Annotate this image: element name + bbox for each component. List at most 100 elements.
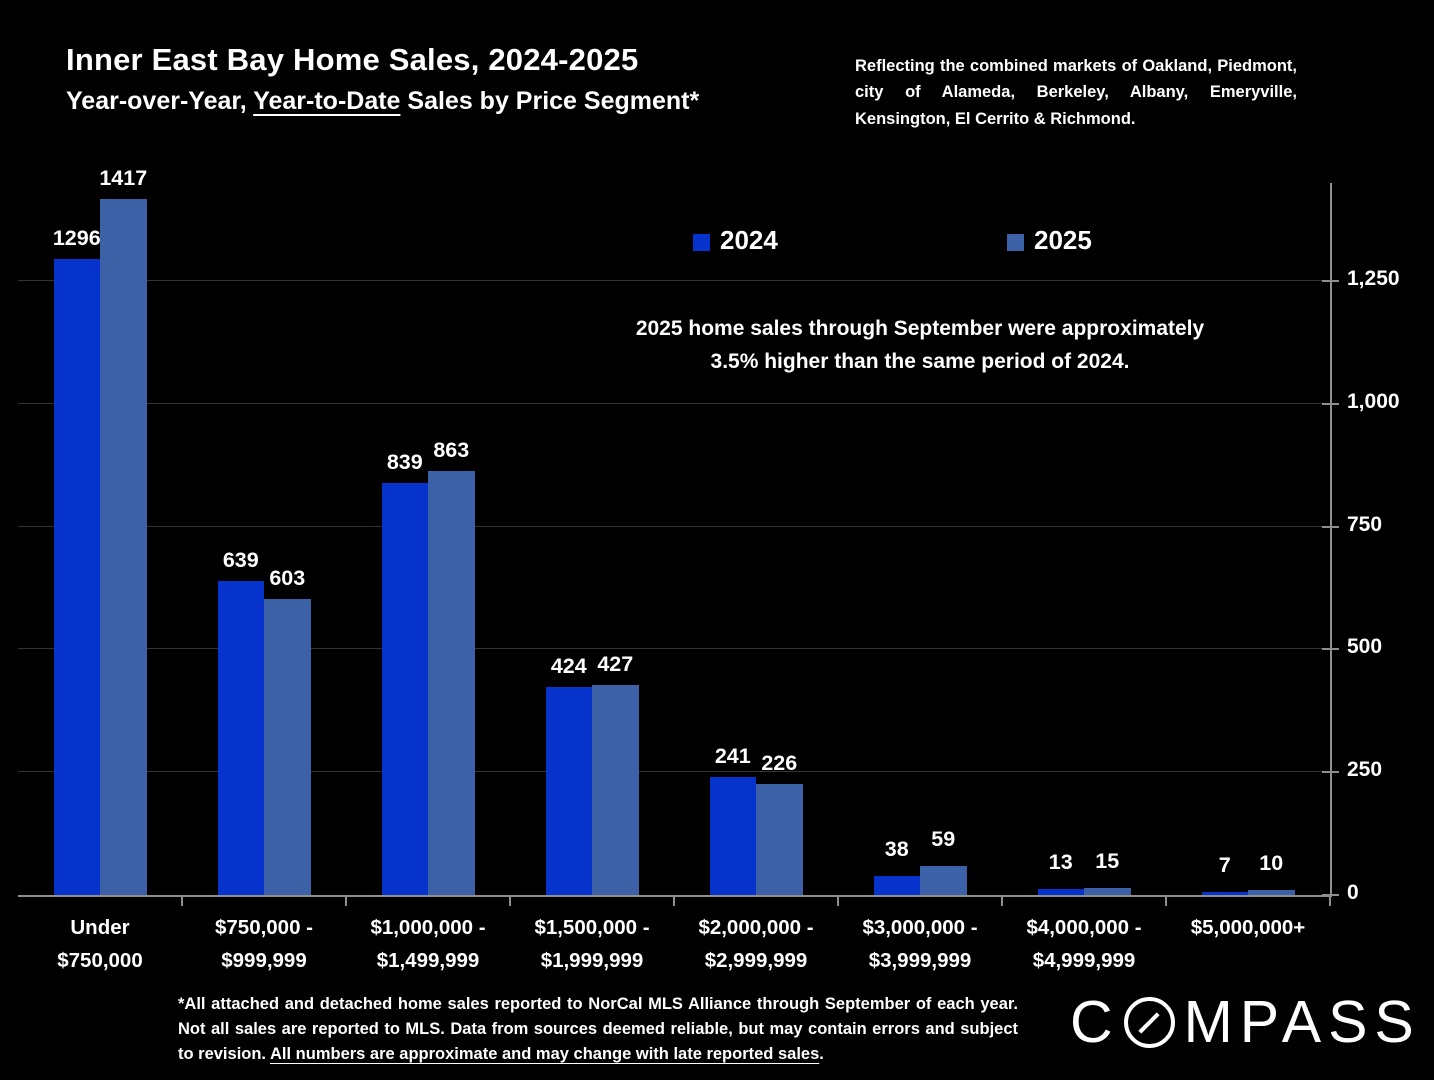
x-axis-label: $5,000,000+ — [1190, 916, 1306, 939]
logo-letters-rest: MPASS — [1183, 989, 1421, 1055]
x-axis-label: $750,000 - $999,999 — [214, 916, 314, 973]
bar-2024 — [1201, 891, 1248, 895]
y-tick-label: 750 — [1347, 512, 1383, 536]
bar-value-label: 1417 — [99, 166, 148, 191]
bar-value-label: 10 — [1259, 851, 1284, 876]
gridline — [18, 280, 1330, 282]
x-axis-label: $1,000,000 - $1,499,999 — [370, 916, 486, 973]
x-axis-tick — [1165, 897, 1167, 906]
x-axis-tick — [509, 897, 511, 906]
subtitle-prefix: Year-over-Year, — [66, 87, 254, 115]
x-axis-tick — [181, 897, 183, 906]
category-group: 38 59 — [838, 183, 1002, 895]
x-axis-tick — [345, 897, 347, 906]
subtitle-underlined: Year-to-Date — [253, 87, 401, 115]
footnote-underlined: All numbers are approximate and may chan… — [270, 1044, 820, 1063]
category-group: 13 15 — [1002, 183, 1166, 895]
gridline — [18, 525, 1330, 527]
gridline — [18, 648, 1330, 650]
bar-2025 — [592, 685, 639, 895]
legend-label-2024: 2024 — [720, 225, 778, 255]
bar-value-label: 424 — [550, 653, 587, 678]
bar-2025 — [100, 199, 147, 895]
y-axis-tick — [1322, 894, 1339, 896]
page-subtitle: Year-over-Year, Year-to-Date Sales by Pr… — [66, 87, 699, 116]
bar-2024 — [545, 686, 592, 895]
bar-2025 — [428, 471, 475, 895]
y-axis-tick — [1322, 771, 1339, 774]
bar-chart-plot: 1296 1417 639 603 839 863 424 427 241 226 38 59 13 15… — [18, 166, 1339, 906]
bar-2024 — [709, 776, 756, 895]
logo-letter-c: C — [1070, 989, 1120, 1055]
y-tick-label: 0 — [1347, 881, 1359, 904]
bar-value-label: 839 — [386, 450, 423, 475]
bar-value-label: 15 — [1095, 848, 1120, 873]
bar-2025 — [264, 598, 311, 895]
y-tick-label: 1,250 — [1347, 267, 1400, 291]
bar-value-label: 603 — [269, 565, 306, 590]
x-axis-tick — [1001, 897, 1003, 906]
bar-value-label: 7 — [1218, 852, 1231, 877]
bar-value-label: 59 — [931, 827, 956, 852]
bar-2025 — [1248, 890, 1295, 895]
category-group: 241 226 — [674, 183, 838, 895]
bar-2024 — [1037, 888, 1084, 895]
category-group: 639 603 — [182, 183, 346, 895]
x-axis-tick — [1329, 897, 1331, 906]
footnote: *All attached and detached home sales re… — [178, 992, 1018, 1066]
category-group: 7 10 — [1166, 183, 1330, 895]
compass-o-icon — [1123, 997, 1175, 1048]
x-axis-label: Under $750,000 — [57, 916, 143, 973]
x-axis-tick — [837, 897, 839, 906]
y-axis-tick — [1322, 525, 1339, 528]
annotation-line1: 2025 home sales through September were a… — [635, 317, 1205, 340]
bar-value-label: 1296 — [52, 225, 101, 250]
y-axis-tick — [1322, 402, 1339, 405]
bar-2025 — [756, 784, 803, 895]
legend-swatch-2024 — [693, 233, 710, 251]
category-group: 839 863 — [346, 183, 510, 895]
y-tick-label: 1,000 — [1347, 389, 1400, 413]
title-block: Inner East Bay Home Sales, 2024-2025 Yea… — [66, 42, 699, 116]
bar-2025 — [920, 866, 967, 895]
bar-2024 — [381, 483, 428, 895]
footnote-suffix: . — [819, 1044, 824, 1063]
bar-2025 — [1084, 887, 1131, 895]
annotation-line2: 3.5% higher than the same period of 2024… — [710, 349, 1130, 373]
bar-value-label: 226 — [761, 751, 798, 776]
category-group: 1296 1417 — [18, 166, 182, 895]
category-group: 424 427 — [510, 183, 674, 895]
bar-value-label: 639 — [222, 548, 259, 573]
y-axis-tick — [1322, 280, 1339, 283]
gridline — [18, 402, 1330, 404]
y-tick-label: 250 — [1347, 758, 1383, 782]
x-axis-label: $2,000,000 - $2,999,999 — [698, 916, 814, 973]
y-axis-tick — [1322, 648, 1339, 651]
bar-value-label: 241 — [714, 743, 751, 768]
bar-value-label: 13 — [1048, 849, 1073, 874]
chart-annotation: 2025 home sales through September were a… — [560, 313, 1280, 378]
compass-logo: C MPASS — [1070, 993, 1421, 1052]
legend-item-2025: 2025 — [1007, 225, 1092, 256]
x-axis-tick — [673, 897, 675, 906]
bar-value-label: 38 — [884, 837, 909, 862]
x-axis-label: $1,500,000 - $1,999,999 — [534, 916, 650, 973]
bar-2024 — [53, 258, 100, 895]
market-note: Reflecting the combined markets of Oakla… — [855, 57, 1297, 128]
bar-2024 — [217, 581, 264, 895]
x-axis-label: $3,000,000 - $3,999,999 — [862, 916, 978, 973]
x-axis-labels: Under $750,000 $750,000 - $999,999 $1,000,00… — [18, 911, 1330, 991]
legend-label-2025: 2025 — [1034, 225, 1092, 255]
y-tick-label: 500 — [1347, 635, 1383, 659]
x-axis-label: $4,000,000 - $4,999,999 — [1026, 916, 1142, 973]
legend-item-2024: 2024 — [693, 225, 778, 256]
bar-value-label: 863 — [433, 438, 470, 463]
bar-value-label: 427 — [597, 652, 634, 677]
legend-swatch-2025 — [1007, 233, 1024, 251]
bar-2024 — [873, 876, 920, 895]
gridline — [18, 771, 1330, 773]
page-title: Inner East Bay Home Sales, 2024-2025 — [66, 42, 639, 77]
subtitle-suffix: Sales by Price Segment* — [400, 87, 700, 115]
footnote-text: *All attached and detached home sales re… — [178, 995, 1018, 1063]
